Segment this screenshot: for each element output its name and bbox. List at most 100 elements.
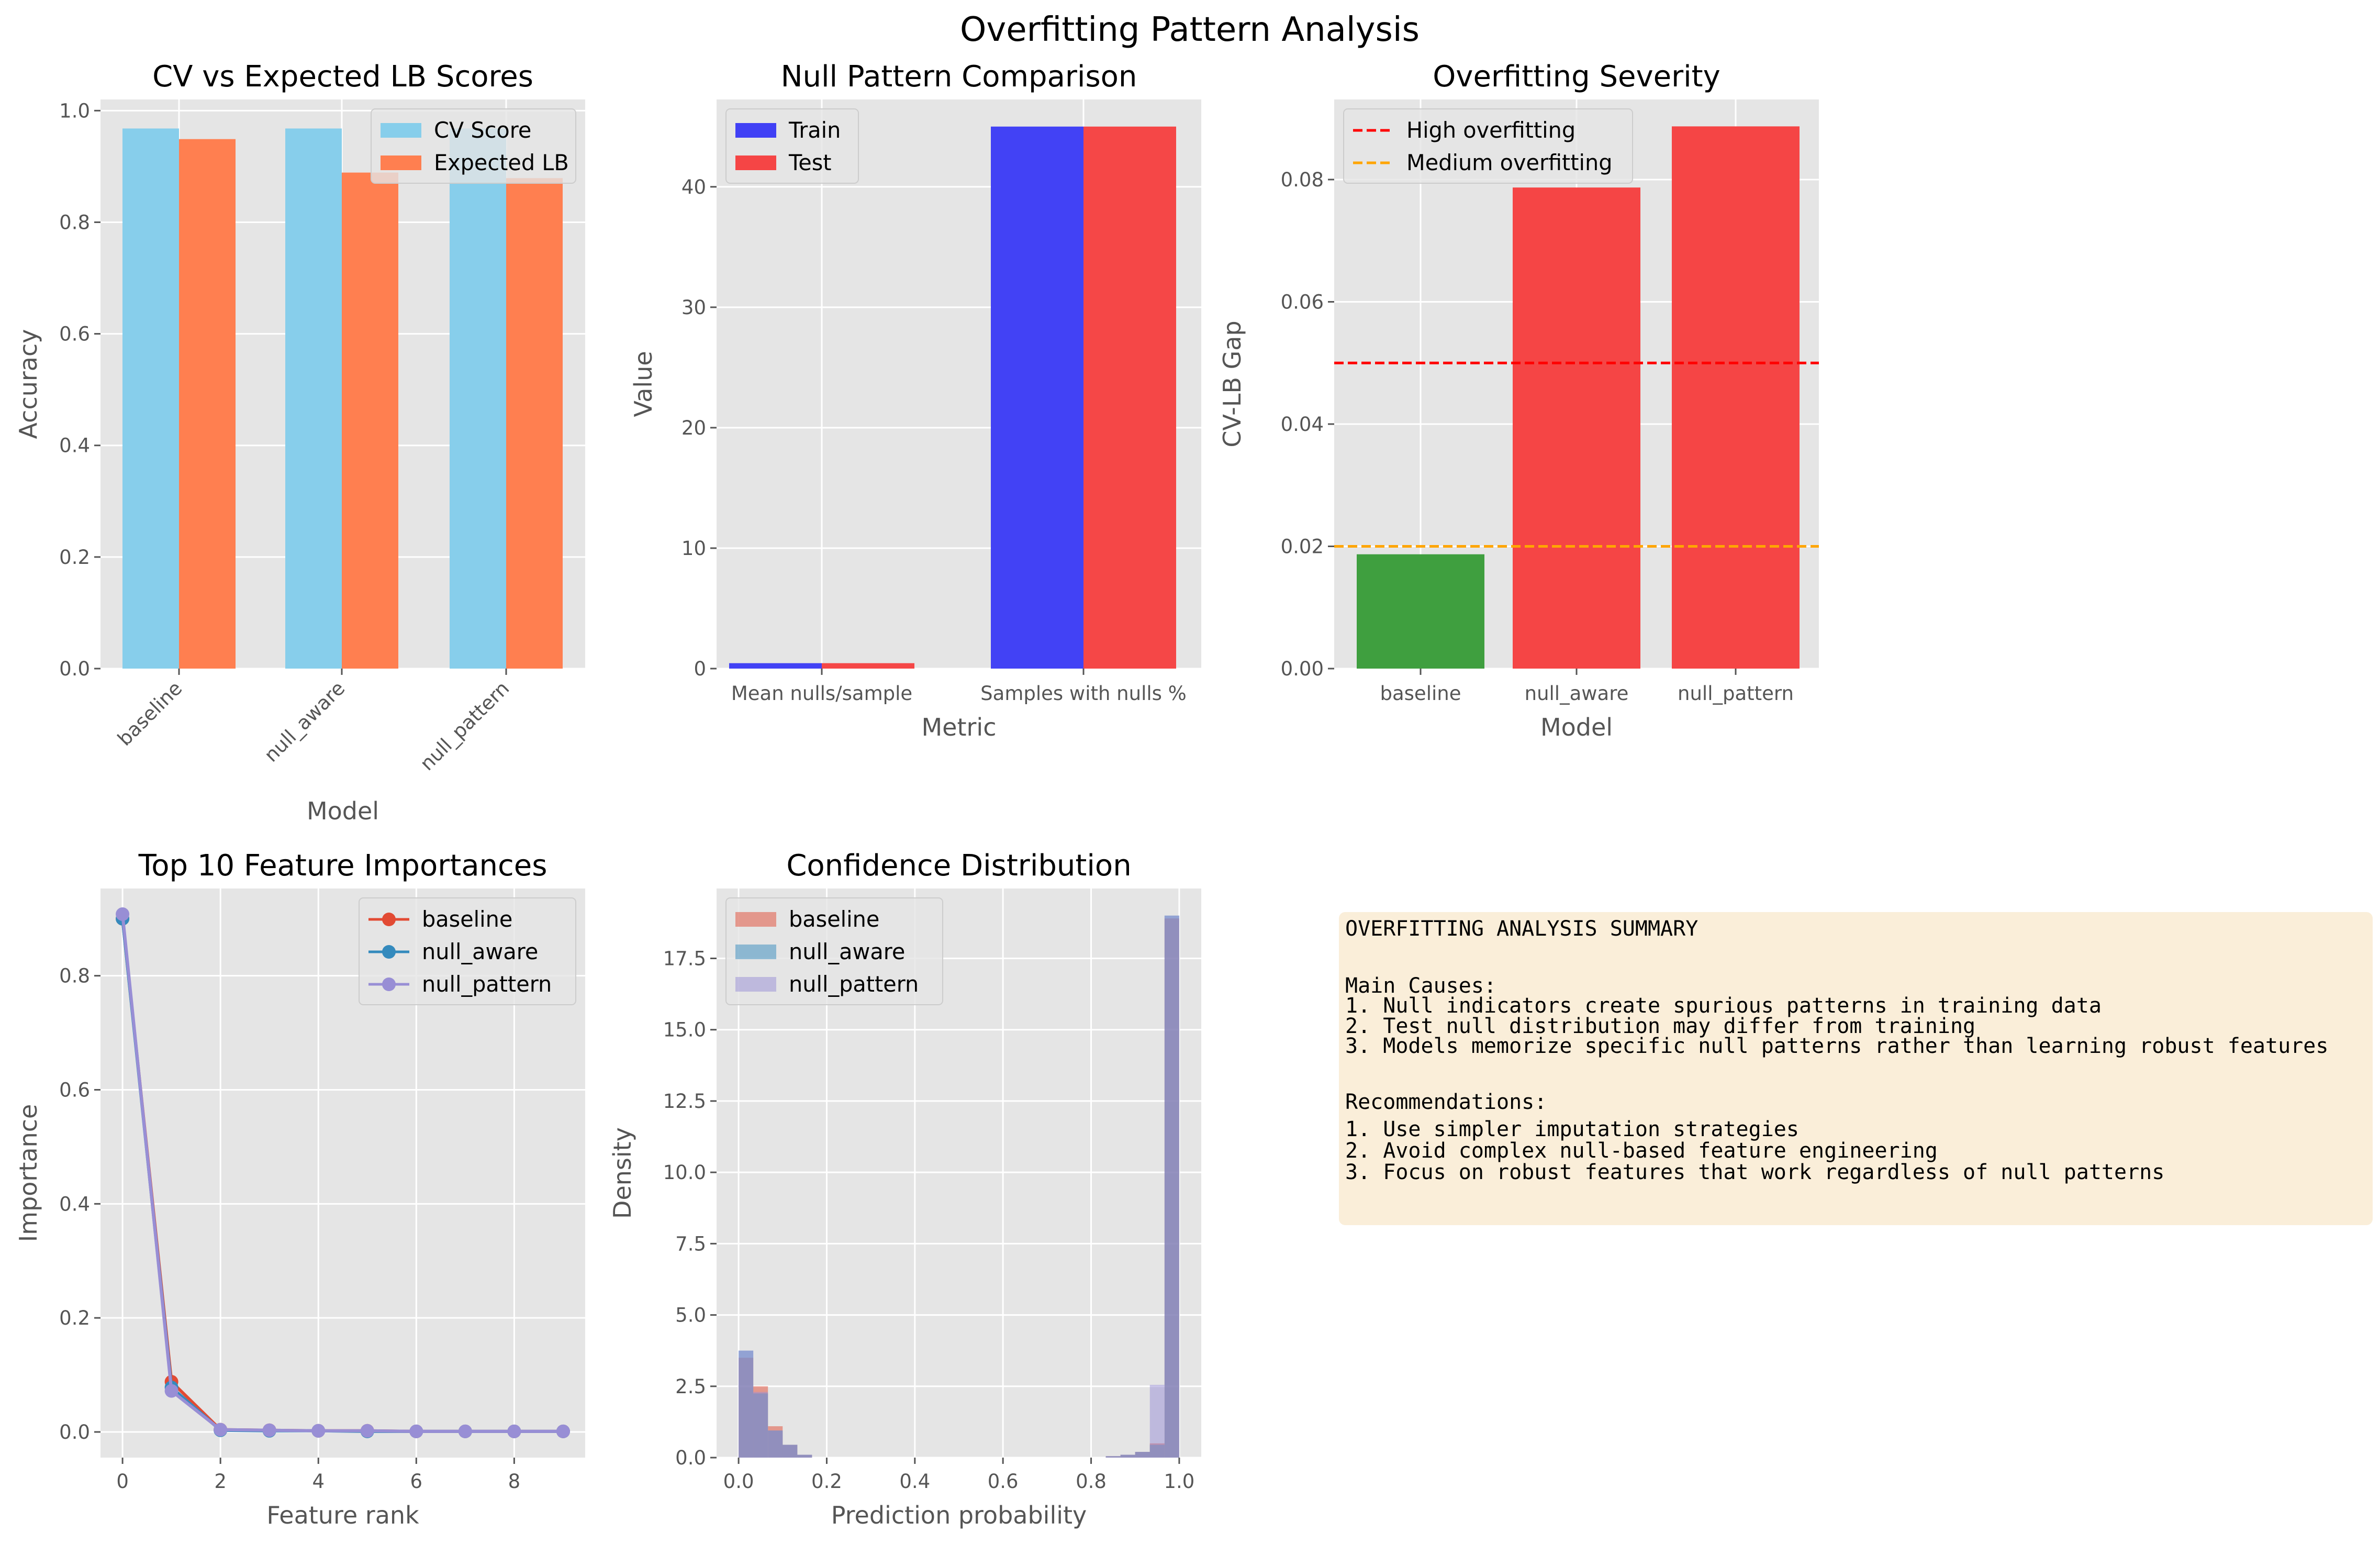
y-tick-label: 0.2 — [59, 1307, 90, 1329]
data-point — [360, 1424, 374, 1438]
bar-gap — [1357, 554, 1484, 669]
data-point — [409, 1424, 423, 1438]
y-tick-label: 0.8 — [59, 965, 90, 987]
summary-line: 3. Focus on robust features that work re… — [1345, 1160, 2164, 1184]
x-tick-label: 0.2 — [811, 1470, 842, 1493]
y-tick-label: 0.00 — [1281, 658, 1324, 680]
legend-label: Test — [788, 150, 832, 175]
hist-bin-null-pattern — [1164, 915, 1179, 1458]
x-tick-label: null_pattern — [416, 677, 513, 775]
hist-bin-null-pattern — [753, 1392, 768, 1458]
y-tick-label: 17.5 — [663, 947, 706, 970]
x-tick-label: null_aware — [1525, 682, 1629, 705]
y-tick-label: 0.06 — [1281, 291, 1324, 313]
y-tick-label: 40 — [681, 176, 706, 198]
y-tick-label: 10 — [681, 537, 706, 560]
y-tick-label: 1.0 — [59, 99, 90, 122]
x-tick-label: 0.6 — [988, 1470, 1019, 1493]
legend-swatch — [381, 123, 421, 138]
bar-cv-score — [450, 128, 506, 669]
legend-label: null_aware — [789, 939, 905, 964]
summary-line: 1. Null indicators create spurious patte… — [1345, 994, 2102, 1018]
bar-expected-lb — [506, 178, 563, 669]
x-axis-label: Metric — [921, 713, 996, 741]
x-tick-label: Samples with nulls % — [980, 682, 1187, 705]
x-tick-label: 1.0 — [1164, 1470, 1194, 1493]
y-tick-label: 2.5 — [675, 1375, 706, 1398]
legend-frame — [725, 897, 943, 1005]
chart-feature-importances: 0.0 0.2 0.4 0.6 0.8 0 2 4 6 8 Top 10 Feature Impo… — [14, 849, 585, 1529]
x-tick-label: 0 — [116, 1470, 129, 1493]
x-tick-label: 4 — [312, 1470, 325, 1493]
x-tick-label: null_pattern — [1678, 682, 1794, 705]
y-tick-label: 0.02 — [1281, 535, 1324, 558]
legend-swatch — [381, 155, 421, 170]
legend-label: null_pattern — [789, 972, 919, 997]
summary-line: OVERFITTING ANALYSIS SUMMARY — [1345, 917, 1698, 941]
hist-bin-null-pattern — [783, 1445, 798, 1458]
legend-frame — [359, 897, 576, 1005]
legend-label: CV Score — [434, 118, 531, 143]
legend-marker — [382, 978, 396, 991]
legend-swatch — [735, 123, 776, 138]
x-tick-label: 0.8 — [1076, 1470, 1107, 1493]
chart-confidence-distribution: 0.0 2.5 5.0 7.5 10.0 12.5 15.0 17.5 0.0 0.2 0.4 0.6… — [608, 849, 1201, 1529]
summary-background — [1339, 912, 2373, 1225]
summary-line: 2. Avoid complex null-based feature engi… — [1345, 1139, 1938, 1163]
chart-title: Null Pattern Comparison — [781, 60, 1137, 94]
x-tick-label: 6 — [410, 1470, 423, 1493]
x-axis-label: Model — [307, 797, 379, 825]
y-tick-label: 0.0 — [59, 1421, 90, 1443]
y-tick-label: 12.5 — [663, 1090, 706, 1113]
y-tick-label: 0.4 — [59, 435, 90, 457]
hist-bin-null-pattern — [1135, 1452, 1150, 1458]
hist-bin-null-pattern — [1120, 1454, 1135, 1458]
data-point — [458, 1424, 472, 1438]
hist-bin-null-pattern — [768, 1430, 783, 1458]
chart-title: CV vs Expected LB Scores — [152, 60, 533, 94]
legend-swatch — [735, 945, 776, 959]
y-axis-label: Accuracy — [14, 329, 42, 439]
x-tick-label: null_aware — [260, 677, 349, 767]
chart-title: Confidence Distribution — [786, 849, 1131, 883]
data-point — [214, 1423, 228, 1437]
hist-bin-null-pattern — [797, 1454, 812, 1458]
y-tick-label: 30 — [681, 296, 706, 319]
legend-swatch — [735, 155, 776, 170]
bar-cv-score — [285, 128, 342, 669]
x-axis-label: Prediction probability — [831, 1501, 1087, 1529]
legend-label: Train — [788, 118, 841, 143]
y-tick-label: 0 — [694, 658, 706, 680]
data-point — [116, 907, 130, 921]
chart-null-pattern: 0 10 20 30 40 Mean nulls/sample Samples with n… — [629, 60, 1201, 741]
y-tick-label: 10.0 — [663, 1161, 706, 1184]
y-axis-label: Importance — [14, 1104, 42, 1242]
legend-frame — [1343, 108, 1633, 184]
bar-test — [822, 663, 914, 669]
x-tick-label: 8 — [508, 1470, 521, 1493]
summary-line: Main Causes: — [1345, 974, 1496, 998]
legend-marker — [382, 945, 396, 959]
legend-marker — [382, 913, 396, 926]
hist-bin-null-pattern — [1105, 1456, 1121, 1458]
y-tick-label: 0.6 — [59, 1079, 90, 1101]
x-axis-label: Model — [1540, 713, 1613, 741]
y-tick-label: 5.0 — [675, 1304, 706, 1327]
x-axis-label: Feature rank — [266, 1501, 419, 1529]
legend-swatch — [735, 912, 776, 927]
legend-label: Medium overfitting — [1406, 150, 1613, 175]
summary-line: 2. Test null distribution may differ fro… — [1345, 1014, 1975, 1038]
hist-bin-null-pattern — [739, 1350, 754, 1458]
data-point — [556, 1424, 570, 1438]
legend: baseline null_aware null_pattern — [725, 897, 943, 1005]
legend-label: Expected LB — [434, 150, 569, 175]
legend-label: baseline — [422, 907, 512, 932]
legend-frame — [371, 108, 576, 184]
y-tick-label: 0.04 — [1281, 413, 1324, 436]
legend: Train Test — [725, 108, 859, 184]
legend: High overfitting Medium overfitting — [1343, 108, 1633, 184]
y-tick-label: 0.0 — [675, 1447, 706, 1469]
legend-swatch — [735, 977, 776, 992]
bar-train — [991, 126, 1083, 669]
series-line-null-pattern — [121, 914, 563, 1433]
